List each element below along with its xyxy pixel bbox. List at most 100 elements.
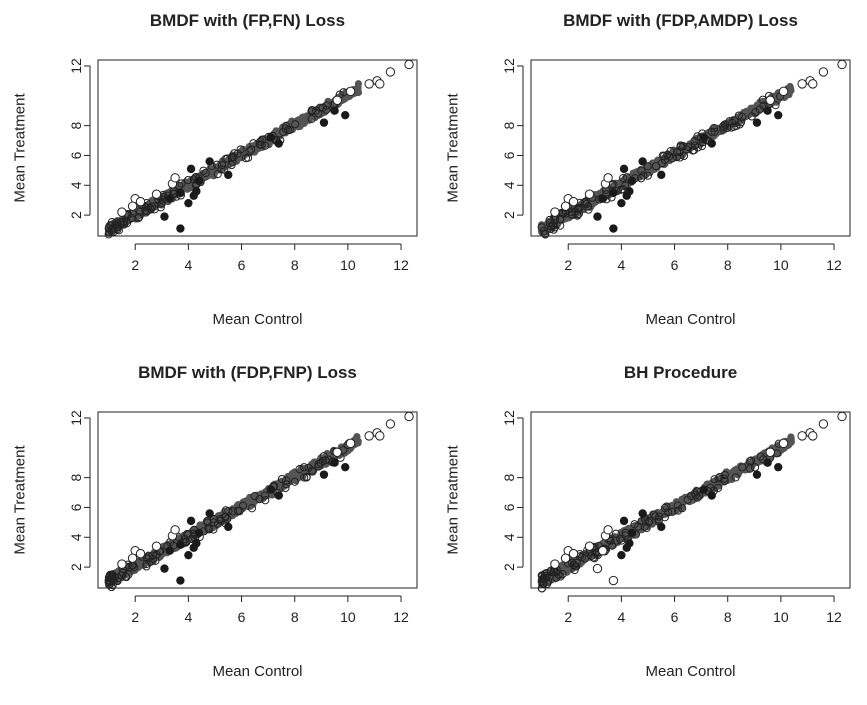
- open-point: [346, 439, 354, 447]
- filled-point: [617, 199, 625, 207]
- gray-point-cloud: [105, 80, 362, 238]
- x-tick-label: 6: [238, 257, 246, 273]
- filled-point: [195, 177, 203, 185]
- open-point: [585, 190, 593, 198]
- open-point: [838, 60, 846, 68]
- x-tick-label: 10: [340, 609, 356, 625]
- filled-point: [708, 139, 716, 147]
- filled-point: [638, 157, 646, 165]
- x-tick-label: 12: [826, 609, 842, 625]
- filled-point: [176, 541, 184, 549]
- y-tick-label: 12: [68, 410, 84, 426]
- y-tick-label: 12: [68, 58, 84, 74]
- open-point: [838, 412, 846, 420]
- open-point: [333, 96, 341, 104]
- panel-bh-procedure: BH Procedure 2 4 6 8 10 12 2 4 6 8 12 Mean Control Me…: [433, 352, 867, 705]
- open-point: [798, 80, 806, 88]
- x-tick-label: 4: [617, 609, 625, 625]
- x-axis-label: Mean Control: [212, 663, 302, 680]
- gray-point-cloud: [538, 433, 795, 592]
- x-tick-label: 10: [773, 257, 789, 273]
- filled-point: [330, 459, 338, 467]
- y-axis-label: Mean Treatment: [12, 93, 29, 203]
- open-point: [819, 420, 827, 428]
- filled-point: [320, 118, 328, 126]
- open-point: [779, 439, 787, 447]
- x-axis-label: Mean Control: [212, 311, 302, 328]
- x-tick-label: 2: [564, 609, 572, 625]
- y-tick-label: 6: [68, 151, 84, 159]
- open-point: [152, 190, 160, 198]
- x-tick-label: 8: [291, 257, 299, 273]
- chart-title: BMDF with (FP,FN) Loss: [150, 11, 345, 30]
- filled-point: [774, 111, 782, 119]
- filled-point: [617, 551, 625, 559]
- open-point: [386, 420, 394, 428]
- filled-point: [224, 523, 232, 531]
- filled-point: [763, 107, 771, 115]
- x-tick-label: 4: [617, 257, 625, 273]
- filled-point: [638, 509, 646, 517]
- filled-point: [275, 491, 283, 499]
- x-tick-label: 6: [238, 609, 246, 625]
- series-filled: [160, 459, 349, 585]
- filled-point: [341, 111, 349, 119]
- filled-point: [774, 463, 782, 471]
- filled-point: [160, 212, 168, 220]
- x-tick-label: 4: [184, 257, 192, 273]
- x-tick-label: 2: [131, 257, 139, 273]
- filled-point: [187, 517, 195, 525]
- x-axis-label: Mean Control: [645, 311, 735, 328]
- open-point: [585, 542, 593, 550]
- filled-point: [275, 139, 283, 147]
- open-point: [779, 87, 787, 95]
- filled-point: [763, 459, 771, 467]
- filled-point: [657, 171, 665, 179]
- y-tick-label: 8: [68, 474, 84, 482]
- y-tick-label: 4: [68, 533, 84, 541]
- y-tick-label: 2: [68, 211, 84, 219]
- y-tick-label: 6: [68, 503, 84, 511]
- open-point: [561, 554, 569, 562]
- filled-point: [628, 177, 636, 185]
- y-tick-label: 4: [501, 533, 517, 541]
- open-point: [128, 202, 136, 210]
- x-tick-label: 2: [131, 609, 139, 625]
- open-point: [118, 208, 126, 216]
- x-tick-label: 12: [826, 257, 842, 273]
- open-point: [376, 432, 384, 440]
- filled-point: [620, 165, 628, 173]
- filled-point: [267, 133, 275, 141]
- x-tick-label: 8: [291, 609, 299, 625]
- open-point: [118, 560, 126, 568]
- filled-point: [160, 564, 168, 572]
- open-point: [599, 547, 607, 555]
- panel-fp-fn-loss: BMDF with (FP,FN) Loss2 4 6 8 10 12246812Mean…: [0, 0, 433, 352]
- open-point: [333, 448, 341, 456]
- y-tick-label: 4: [68, 181, 84, 189]
- filled-point: [205, 509, 213, 517]
- x-tick-label: 12: [393, 257, 409, 273]
- y-tick-label: 2: [68, 563, 84, 571]
- filled-point: [205, 157, 213, 165]
- filled-point: [623, 544, 631, 552]
- gray-point-cloud: [105, 433, 362, 591]
- y-tick-label: 6: [501, 151, 517, 159]
- filled-point: [700, 485, 708, 493]
- gray-point-cloud: [538, 83, 795, 238]
- x-tick-label: 2: [564, 257, 572, 273]
- filled-point: [330, 107, 338, 115]
- open-point: [593, 564, 601, 572]
- filled-point: [623, 192, 631, 200]
- filled-point: [341, 463, 349, 471]
- open-point: [171, 526, 179, 534]
- filled-point: [176, 576, 184, 584]
- filled-point: [609, 224, 617, 232]
- filled-point: [593, 212, 601, 220]
- panel-fdp-amdp-loss: BMDF with (FDP,AMDP) Loss2 4 6 8 10 12246812M…: [433, 0, 867, 352]
- y-axis-label: Mean Treatment: [12, 445, 29, 555]
- open-point: [809, 80, 817, 88]
- chart-title: BH Procedure: [624, 363, 737, 382]
- x-tick-label: 10: [340, 257, 356, 273]
- filled-point: [190, 192, 198, 200]
